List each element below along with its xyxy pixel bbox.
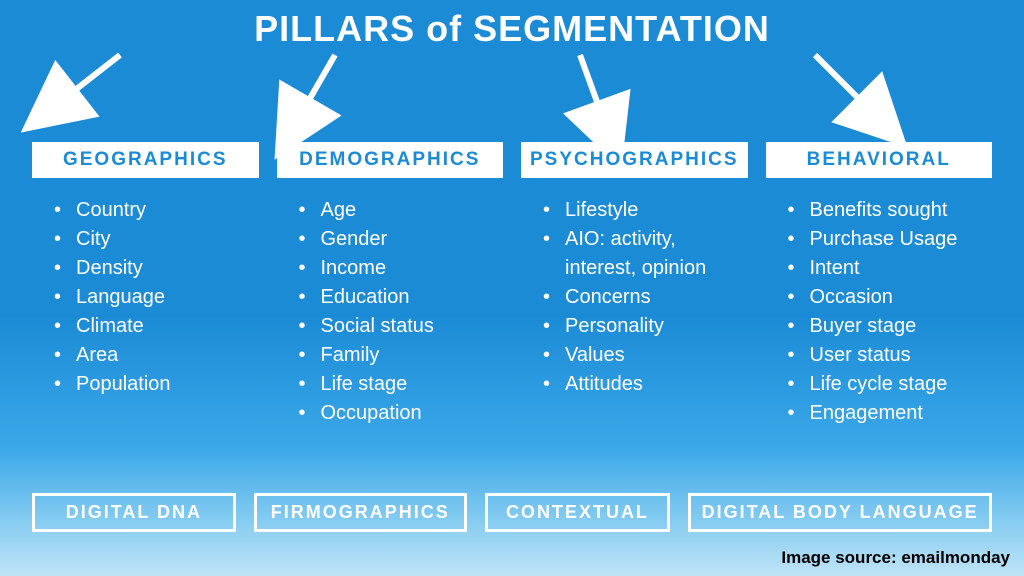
pillar-bullets: AgeGenderIncomeEducationSocial statusFam… xyxy=(277,196,504,428)
bullet-item: Country xyxy=(54,196,259,225)
bullet-item: Income xyxy=(299,254,504,283)
arrow-line xyxy=(293,55,336,129)
pillar-columns: GEOGRAPHICS CountryCityDensityLanguageCl… xyxy=(32,142,992,428)
pillar-behavioral: BEHAVIORAL Benefits soughtPurchase Usage… xyxy=(766,142,993,428)
bullet-item: Life stage xyxy=(299,370,504,399)
bullet-item: Age xyxy=(299,196,504,225)
bullet-item: Buyer stage xyxy=(788,312,993,341)
bullet-item: Occasion xyxy=(788,283,993,312)
pillar-geographics: GEOGRAPHICS CountryCityDensityLanguageCl… xyxy=(32,142,259,428)
bottom-box-contextual: CONTEXTUAL xyxy=(485,493,671,532)
bullet-item: Language xyxy=(54,283,259,312)
bullet-item: Gender xyxy=(299,225,504,254)
pillar-psychographics: PSYCHOGRAPHICS LifestyleAIO: activity, i… xyxy=(521,142,748,428)
bullet-item: Occupation xyxy=(299,399,504,428)
bullet-item: Social status xyxy=(299,312,504,341)
bottom-box-digital-body-language: DIGITAL BODY LANGUAGE xyxy=(688,493,992,532)
bullet-item: Family xyxy=(299,341,504,370)
arrow-line xyxy=(49,55,120,110)
bullet-item: City xyxy=(54,225,259,254)
pillar-bullets: Benefits soughtPurchase UsageIntentOccas… xyxy=(766,196,993,428)
arrow-line xyxy=(580,55,609,135)
infographic-canvas: PILLARS of SEGMENTATION GEOGRAPHICS Coun… xyxy=(0,0,1024,576)
bullet-item: Climate xyxy=(54,312,259,341)
bullet-item: Education xyxy=(299,283,504,312)
bottom-box-row: DIGITAL DNA FIRMOGRAPHICS CONTEXTUAL DIG… xyxy=(32,493,992,532)
pillar-demographics: DEMOGRAPHICS AgeGenderIncomeEducationSoc… xyxy=(277,142,504,428)
bullet-item: Life cycle stage xyxy=(788,370,993,399)
main-title: PILLARS of SEGMENTATION xyxy=(0,8,1024,50)
pillar-label: BEHAVIORAL xyxy=(766,142,993,178)
bullet-item: Values xyxy=(543,341,748,370)
pillar-bullets: CountryCityDensityLanguageClimateAreaPop… xyxy=(32,196,259,399)
bullet-item: Intent xyxy=(788,254,993,283)
bullet-item: Engagement xyxy=(788,399,993,428)
bullet-item: Purchase Usage xyxy=(788,225,993,254)
arrow-line xyxy=(815,55,882,122)
bullet-item: Lifestyle xyxy=(543,196,748,225)
bullet-item: Benefits sought xyxy=(788,196,993,225)
bottom-box-firmographics: FIRMOGRAPHICS xyxy=(254,493,467,532)
bullet-item: AIO: activity, interest, opinion xyxy=(543,225,748,283)
bullet-item: Density xyxy=(54,254,259,283)
pillar-label: GEOGRAPHICS xyxy=(32,142,259,178)
bullet-item: Concerns xyxy=(543,283,748,312)
bullet-item: Attitudes xyxy=(543,370,748,399)
bullet-item: Personality xyxy=(543,312,748,341)
bullet-item: Population xyxy=(54,370,259,399)
pillar-bullets: LifestyleAIO: activity, interest, opinio… xyxy=(521,196,748,399)
image-source-credit: Image source: emailmonday xyxy=(781,548,1010,568)
pillar-label: DEMOGRAPHICS xyxy=(277,142,504,178)
pillar-label: PSYCHOGRAPHICS xyxy=(521,142,748,178)
bullet-item: User status xyxy=(788,341,993,370)
bullet-item: Area xyxy=(54,341,259,370)
bottom-box-digital-dna: DIGITAL DNA xyxy=(32,493,236,532)
